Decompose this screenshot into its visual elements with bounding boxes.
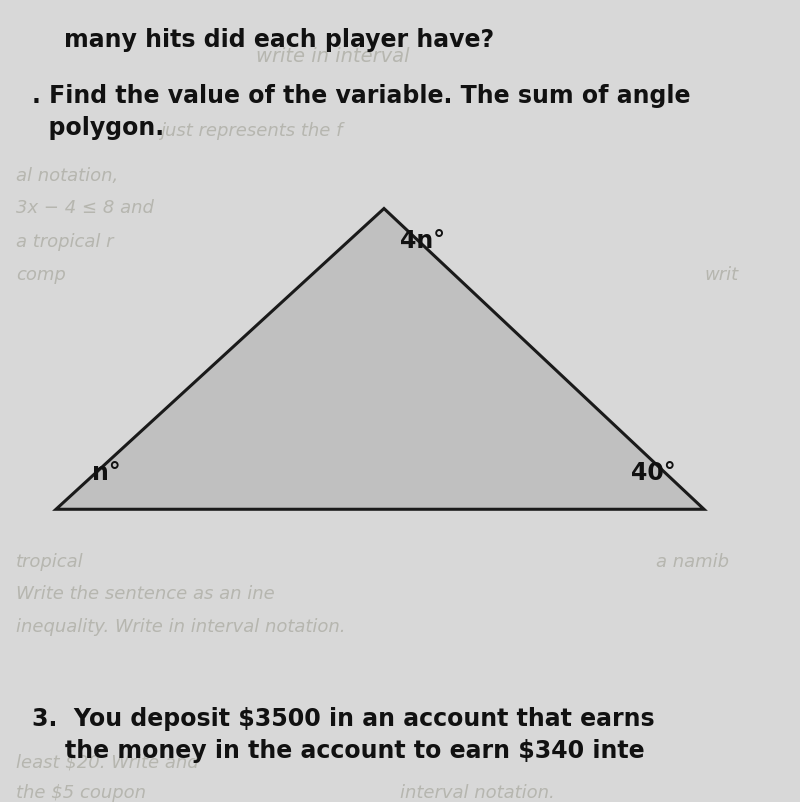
Text: Write the sentence as an ine: Write the sentence as an ine (16, 585, 274, 603)
Text: the $5 coupon: the $5 coupon (16, 784, 146, 802)
Text: 3.  You deposit $3500 in an account that earns: 3. You deposit $3500 in an account that … (32, 707, 654, 731)
Text: comp: comp (16, 266, 66, 284)
Text: interval notation.: interval notation. (400, 784, 554, 802)
Text: many hits did each player have?: many hits did each player have? (64, 28, 494, 52)
Text: write in interval: write in interval (256, 47, 410, 66)
Text: tropical: tropical (16, 553, 84, 571)
Text: 40°: 40° (631, 461, 676, 485)
Text: al notation,: al notation, (16, 167, 118, 184)
Text: . Find the value of the variable. The sum of angle: . Find the value of the variable. The su… (32, 84, 690, 108)
Text: the money in the account to earn $340 inte: the money in the account to earn $340 in… (32, 739, 645, 764)
Text: 4n°: 4n° (400, 229, 445, 253)
Text: writ: writ (704, 266, 738, 284)
Text: n°: n° (92, 461, 121, 485)
Text: just represents the f: just represents the f (160, 122, 342, 140)
Text: a tropical r: a tropical r (16, 233, 114, 250)
Text: polygon.: polygon. (32, 116, 164, 140)
Text: 3x − 4 ≤ 8 and: 3x − 4 ≤ 8 and (16, 199, 154, 217)
Text: a namib: a namib (656, 553, 729, 571)
Text: inequality. Write in interval notation.: inequality. Write in interval notation. (16, 618, 346, 635)
Text: least $20. Write and: least $20. Write and (16, 754, 198, 772)
Polygon shape (56, 209, 704, 509)
